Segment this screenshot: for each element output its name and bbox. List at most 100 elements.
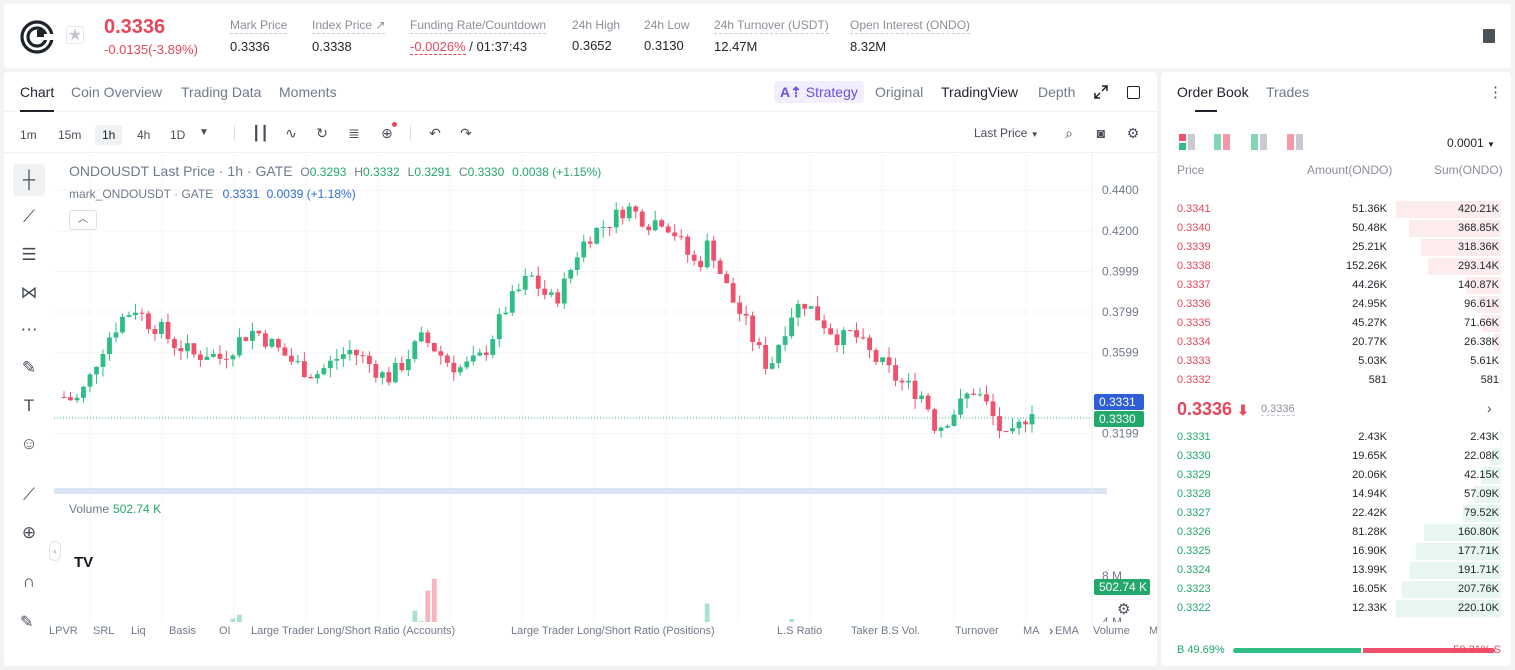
brush-icon[interactable]: ✎ [21,358,37,377]
chevron-down-icon[interactable]: ▼ [199,127,209,138]
ask-row[interactable]: 0.3333 5.03K 5.61K [1161,352,1511,371]
edit-indicators-icon[interactable]: ✎ [20,614,34,631]
tab-chart[interactable]: Chart [20,84,55,100]
indicator-basis[interactable]: Basis [169,625,196,637]
ask-row[interactable]: 0.3337 44.26K 140.87K [1161,276,1511,295]
book-bids-icon[interactable] [1251,134,1267,150]
indicator-macd[interactable]: MACD [1149,625,1157,637]
indicator-liq[interactable]: Liq [131,625,146,637]
ask-row[interactable]: 0.3335 45.27K 71.66K [1161,314,1511,333]
stat-label[interactable]: Open Interest (ONDO) [850,18,971,34]
stat-label[interactable]: Mark Price [230,18,288,34]
add-alert-icon[interactable]: ⊕ [379,122,397,141]
ruler-icon[interactable]: ⟋ [23,485,35,504]
chevron-right-icon[interactable]: › [1487,400,1492,416]
emoji-icon[interactable]: ☺ [20,434,38,453]
view-original[interactable]: Original [875,84,924,100]
indicator-large-trader-long-short-ratio-accounts-[interactable]: Large Trader Long/Short Ratio (Accounts) [251,625,456,637]
mid-mark-price[interactable]: 0.3336 [1261,403,1295,416]
ask-row[interactable]: 0.3336 24.95K 96.61K [1161,295,1511,314]
bid-row[interactable]: 0.3329 20.06K 42.15K [1161,466,1511,485]
bid-row[interactable]: 0.3325 16.90K 177.71K [1161,542,1511,561]
bid-row[interactable]: 0.3324 13.99K 191.71K [1161,561,1511,580]
book-split-icon[interactable] [1214,134,1230,150]
price-type-select[interactable]: Last Price ▼ [974,126,1039,140]
magnet-icon[interactable]: ∩ [22,572,36,591]
notebook-icon[interactable] [1483,29,1495,43]
bid-row[interactable]: 0.3327 22.42K 79.52K [1161,504,1511,523]
gear-icon[interactable]: ⚙ [1126,125,1140,141]
camera-icon[interactable]: ◙ [1096,125,1106,141]
expand-icon[interactable] [1094,85,1108,99]
timeframe-4h[interactable]: 4h [137,128,151,142]
tradingview-logo-icon[interactable]: TV [74,554,94,571]
ask-row[interactable]: 0.3334 20.77K 26.38K [1161,333,1511,352]
indicator-oi[interactable]: OI [219,625,231,637]
view-tradingview[interactable]: TradingView [941,84,1019,100]
ask-row[interactable]: 0.3339 25.21K 318.36K [1161,238,1511,257]
tab-trading-data[interactable]: Trading Data [181,84,262,100]
templates-icon[interactable]: ≣ [348,125,360,141]
bid-row[interactable]: 0.3322 12.33K 220.10K [1161,599,1511,618]
tab-moments[interactable]: Moments [279,84,337,100]
tab-coin-overview[interactable]: Coin Overview [71,84,163,100]
axis-settings-icon[interactable]: ⚙ [1117,601,1131,618]
stat-label[interactable]: Funding Rate/Countdown [410,18,547,34]
bid-row[interactable]: 0.3323 16.05K 207.76K [1161,580,1511,599]
stat-label[interactable]: 24h Turnover (USDT) [714,18,829,34]
crosshair-icon[interactable]: ┼ [13,164,45,196]
timeframe-1d[interactable]: 1D [170,128,186,142]
strategy-button[interactable]: A⇡ Strategy [774,81,864,103]
tab-trades[interactable]: Trades [1266,84,1310,100]
pattern-icon[interactable]: ⋈ [20,283,38,302]
indicator-taker-b-s-vol-[interactable]: Taker B.S Vol. [851,625,921,637]
bid-row[interactable]: 0.3326 81.28K 160.80K [1161,523,1511,542]
more-vertical-icon[interactable]: ⋮ [1488,84,1503,101]
candle-type-icon[interactable]: ┃┃ [252,125,269,141]
timeframe-15m[interactable]: 15m [58,128,82,142]
pane-separator[interactable] [54,488,1107,494]
fib-icon[interactable]: ⋯ [20,320,38,339]
window-icon[interactable] [1127,86,1140,99]
ask-row[interactable]: 0.3341 51.36K 420.21K [1161,200,1511,219]
bid-row[interactable]: 0.3328 14.94K 57.09K [1161,485,1511,504]
favorite-star-icon[interactable]: ★ [66,26,84,44]
bid-row[interactable]: 0.3330 19.65K 22.08K [1161,447,1511,466]
funding-rate-value[interactable]: -0.0026% [410,39,466,55]
search-icon[interactable]: ⌕ [1065,125,1073,141]
indicator-ema[interactable]: EMA [1055,625,1079,637]
undo-icon[interactable]: ↶ [429,125,441,141]
indicator-large-trader-long-short-ratio-positions-[interactable]: Large Trader Long/Short Ratio (Positions… [511,625,715,637]
timeframe-1m[interactable]: 1m [20,128,37,142]
ask-row[interactable]: 0.3332 581 581 [1161,371,1511,390]
compare-icon[interactable]: ↻ [316,125,328,141]
text-icon[interactable]: T [23,396,35,415]
bid-row[interactable]: 0.3331 2.43K 2.43K [1161,428,1511,447]
ask-row[interactable]: 0.3340 50.48K 368.85K [1161,219,1511,238]
indicator-l-s-ratio[interactable]: L.S Ratio [777,625,823,637]
tab-order-book[interactable]: Order Book [1177,84,1249,100]
zoom-icon[interactable]: ⊕ [21,523,37,542]
ask-row[interactable]: 0.3338 152.26K 293.14K [1161,257,1511,276]
indicator-lpvr[interactable]: LPVR [49,625,78,637]
mid-price[interactable]: 0.3336 ⬇ [1177,399,1249,420]
trend-line-icon[interactable]: ⟋ [23,207,35,226]
chevron-right-icon[interactable]: › [1049,623,1054,638]
indicators-icon[interactable]: ∿ [285,125,297,141]
book-asks-icon[interactable] [1287,134,1303,150]
indicator-srl[interactable]: SRL [93,625,115,637]
indicator-turnover[interactable]: Turnover [955,625,999,637]
timeframe-1h[interactable]: 1h [95,125,123,145]
gate-logo-icon[interactable] [20,20,54,54]
stat-label[interactable]: Index Price ↗ [312,18,386,34]
indicator-ma[interactable]: MA [1023,625,1040,637]
book-both-icon[interactable] [1179,134,1195,150]
collapse-legend-button[interactable]: ︿ [69,210,97,230]
horizontal-lines-icon[interactable]: ☰ [21,245,37,264]
precision-select[interactable]: 0.0001 ▼ [1447,136,1495,150]
scroll-left-icon[interactable]: ‹ [49,541,61,561]
view-depth[interactable]: Depth [1038,84,1076,100]
redo-icon[interactable]: ↷ [460,125,472,141]
indicator-volume[interactable]: Volume [1093,625,1130,637]
